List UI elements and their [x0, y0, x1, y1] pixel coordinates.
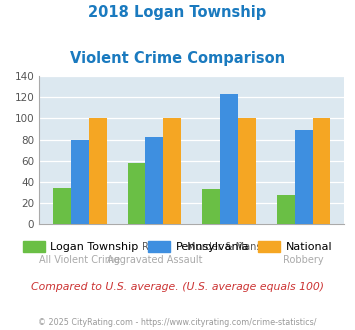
Bar [202, 189, 220, 224]
Bar [295, 130, 312, 224]
Bar [71, 140, 89, 224]
Bar [127, 163, 146, 224]
Bar [53, 188, 71, 224]
Bar [277, 195, 295, 224]
Legend: Logan Township, Pennsylvania, National: Logan Township, Pennsylvania, National [18, 237, 337, 257]
Text: © 2025 CityRating.com - https://www.cityrating.com/crime-statistics/: © 2025 CityRating.com - https://www.city… [38, 318, 317, 327]
Bar [312, 118, 331, 224]
Text: Violent Crime Comparison: Violent Crime Comparison [70, 51, 285, 66]
Text: Rape: Rape [142, 243, 167, 252]
Bar [89, 118, 106, 224]
Text: All Violent Crime: All Violent Crime [39, 255, 120, 265]
Bar [220, 94, 238, 224]
Text: Murder & Mans...: Murder & Mans... [187, 243, 271, 252]
Bar [238, 118, 256, 224]
Text: 2018 Logan Township: 2018 Logan Township [88, 5, 267, 20]
Bar [163, 118, 181, 224]
Text: Aggravated Assault: Aggravated Assault [106, 255, 202, 265]
Text: Compared to U.S. average. (U.S. average equals 100): Compared to U.S. average. (U.S. average … [31, 282, 324, 292]
Text: Robbery: Robbery [283, 255, 324, 265]
Bar [146, 137, 163, 224]
